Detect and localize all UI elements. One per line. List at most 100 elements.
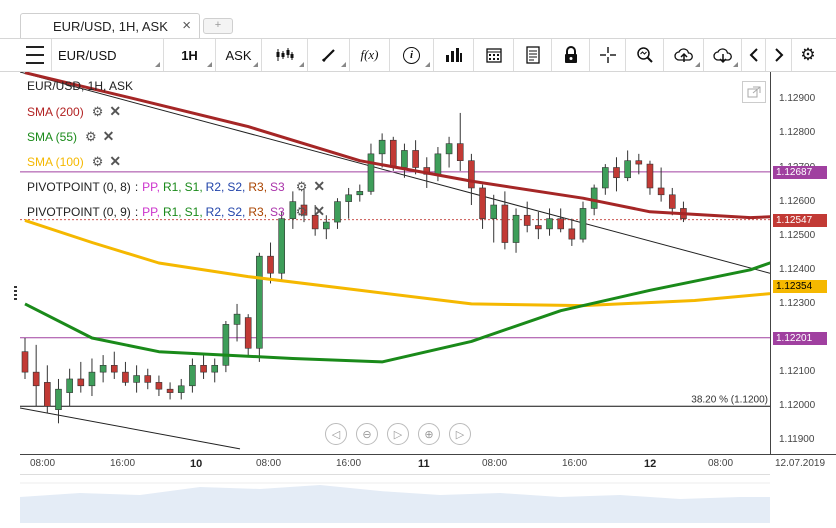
zoom-out-button[interactable]: ⊖ — [356, 423, 378, 445]
time-tick-label: 12.07.2019 — [775, 458, 826, 469]
scroll-left-button[interactable] — [742, 39, 766, 71]
info-button[interactable]: i — [390, 39, 434, 71]
candle — [590, 187, 598, 209]
symbol-label: EUR/USD — [58, 47, 117, 63]
price-side-label: ASK — [225, 47, 252, 63]
calendar-button[interactable] — [474, 39, 514, 71]
candle — [133, 375, 140, 383]
timeframe-label: 1H — [181, 47, 198, 63]
add-tab-button[interactable]: + — [203, 18, 233, 34]
candle — [512, 214, 520, 243]
candle — [546, 218, 553, 230]
time-tick-label: 08:00 — [256, 458, 282, 469]
legend-sma-100[interactable]: SMA (100) ⚙ ✕ — [27, 153, 121, 170]
legend-sma-200[interactable]: SMA (200) ⚙ ✕ — [27, 103, 121, 120]
reset-zoom-button[interactable]: ▷ — [387, 423, 409, 445]
price-tick-label: 1.12000 — [779, 400, 816, 412]
candle — [468, 160, 475, 189]
side-drag-handle[interactable] — [14, 286, 17, 300]
candle — [144, 375, 152, 383]
navigator[interactable] — [20, 474, 770, 523]
price-tick-label: 1.12900 — [779, 93, 816, 105]
price-side-selector[interactable]: ASK — [216, 39, 262, 71]
sma-55-line — [24, 261, 770, 364]
legend-pivot-item: S3 — [270, 204, 285, 219]
toolbar: EUR/USD 1H ASK f(x) i — [0, 38, 836, 72]
candle — [523, 214, 531, 226]
candle — [122, 371, 129, 383]
gear-icon[interactable]: ⚙ — [295, 178, 308, 194]
candle — [490, 204, 498, 219]
close-icon[interactable]: ✕ — [109, 153, 122, 169]
upload-button[interactable] — [664, 39, 704, 71]
trend-line — [20, 407, 241, 450]
gear-icon[interactable]: ⚙ — [85, 128, 97, 144]
symbol-selector[interactable]: EUR/USD — [52, 39, 164, 71]
price-axis[interactable]: 1.129001.128001.127001.126001.125001.124… — [770, 72, 836, 454]
legend-sma-55[interactable]: SMA (55) ⚙ ✕ — [27, 128, 114, 145]
gear-icon[interactable]: ⚙ — [91, 153, 104, 169]
legend-pivot-item: R3, — [248, 179, 268, 194]
price-badge-pivot-high: 1.12687 — [773, 165, 827, 179]
legend-pivot-8-name: PIVOTPOINT (0, 8) — [27, 179, 131, 194]
tab-bar: EUR/USD, 1H, ASK × + — [0, 0, 836, 39]
legend-sma-200-label: SMA (200) — [27, 104, 84, 119]
maximize-button[interactable] — [742, 81, 766, 103]
candle — [244, 317, 252, 349]
legend-pivot-8[interactable]: PIVOTPOINT (0, 8) : PP, R1, S1, R2, S2, R3, S3… — [27, 178, 325, 195]
timeframe-selector[interactable]: 1H — [164, 39, 216, 71]
price-tick-label: 1.12800 — [779, 127, 816, 139]
candle — [501, 204, 509, 243]
scroll-right-button[interactable] — [766, 39, 792, 71]
pan-left-button[interactable]: ◁ — [325, 423, 347, 445]
gear-icon[interactable]: ⚙ — [91, 103, 104, 119]
close-tab-icon[interactable]: × — [182, 17, 191, 34]
menu-hamburger-icon[interactable] — [18, 39, 52, 71]
legend-pivot-item: S2, — [227, 204, 246, 219]
sma-100-line — [24, 218, 770, 308]
gear-icon: ⚙ — [800, 45, 816, 64]
price-tick-label: 1.12400 — [779, 263, 816, 275]
zoom-in-icon: ⊕ — [424, 428, 434, 441]
crosshair-icon — [599, 47, 616, 63]
fx-icon: f(x) — [360, 47, 379, 62]
lock-icon — [564, 46, 577, 63]
candle — [88, 371, 96, 387]
zoom-button[interactable] — [626, 39, 664, 71]
settings-button[interactable]: ⚙ — [792, 39, 824, 71]
time-tick-label: 08:00 — [708, 458, 734, 469]
indicators-button[interactable]: f(x) — [350, 39, 390, 71]
candle — [389, 139, 397, 168]
time-axis[interactable]: 08:00 16:00 10 08:00 16:00 11 08:00 16:00 12 08:0… — [20, 454, 836, 473]
candle — [445, 143, 453, 155]
price-chart[interactable]: 38.20 % (1.1200) — [20, 72, 770, 454]
draw-tool-button[interactable] — [308, 39, 350, 71]
legend-pivot-9-name: PIVOTPOINT (0, 9) — [27, 204, 131, 219]
chart-type-button[interactable] — [262, 39, 308, 71]
gear-icon[interactable]: ⚙ — [295, 203, 308, 219]
candle — [456, 143, 464, 161]
candle — [278, 218, 285, 274]
legend-separator: : — [134, 179, 139, 194]
time-tick-label: 16:00 — [562, 458, 588, 469]
legend-pivot-item: R2, — [205, 179, 225, 194]
close-icon[interactable]: ✕ — [102, 128, 115, 144]
time-tick-label: 08:00 — [482, 458, 508, 469]
chart-tab[interactable]: EUR/USD, 1H, ASK × — [20, 13, 200, 39]
close-icon[interactable]: ✕ — [313, 178, 326, 194]
close-icon[interactable]: ✕ — [109, 103, 122, 119]
crosshair-button[interactable] — [590, 39, 626, 71]
legend-pivot-item: S1, — [184, 204, 203, 219]
lock-button[interactable] — [552, 39, 590, 71]
legend-pivot-9[interactable]: PIVOTPOINT (0, 9) : PP, R1, S1, R2, S2, R3, S3… — [27, 203, 325, 220]
zoom-in-button[interactable]: ⊕ — [418, 423, 440, 445]
report-button[interactable] — [514, 39, 552, 71]
bar-chart-icon — [445, 48, 462, 62]
close-icon[interactable]: ✕ — [313, 203, 326, 219]
legend-pivot-item: PP, — [142, 179, 160, 194]
pan-right-button[interactable]: ▷ — [449, 423, 471, 445]
candle — [66, 378, 73, 393]
bar-chart-button[interactable] — [434, 39, 474, 71]
download-button[interactable] — [704, 39, 742, 71]
candle — [189, 365, 196, 387]
